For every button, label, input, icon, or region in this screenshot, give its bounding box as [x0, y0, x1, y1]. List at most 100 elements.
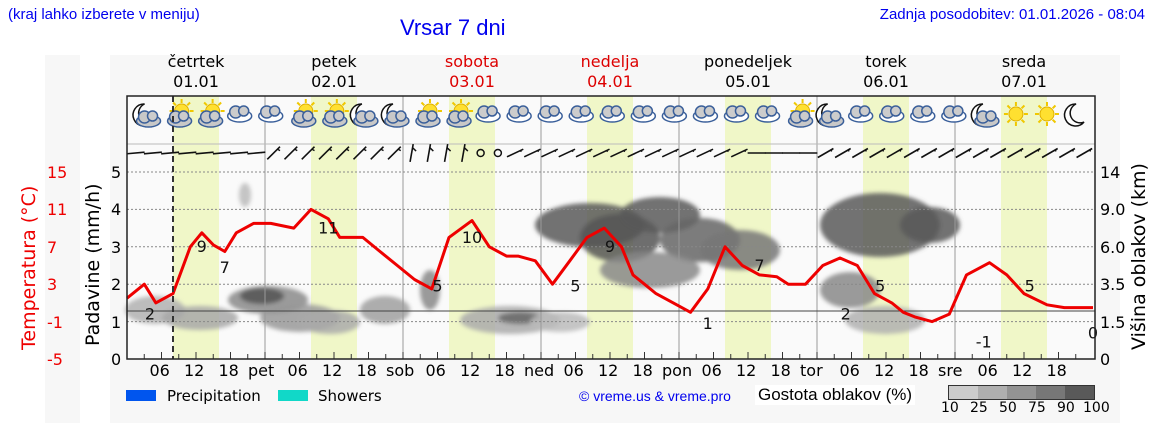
day-date: 06.01	[863, 72, 909, 91]
wind-barb-icon	[212, 151, 231, 155]
day-date: 07.01	[1001, 72, 1047, 91]
wind-barb-icon	[143, 151, 162, 155]
wind-barb-icon	[126, 151, 145, 155]
wind-barb-icon	[523, 148, 541, 158]
cloud-icon	[506, 105, 532, 123]
sun-cloud-icon	[291, 99, 318, 128]
x-tick: 12	[598, 361, 619, 380]
wind-barb-icon	[592, 148, 610, 158]
cloud-icon	[257, 105, 284, 123]
wind-barb-icon	[247, 151, 266, 155]
moon-icon	[1063, 103, 1085, 127]
sun-cloud-icon	[197, 99, 225, 128]
colorbar-tick: 90	[1057, 400, 1075, 416]
day-header-0: četrtek 01.01	[126, 52, 266, 92]
temp-extrema-label: 1	[703, 314, 713, 333]
x-tick: 18	[494, 361, 515, 380]
temp-extrema-label: 2	[841, 305, 851, 324]
precip-tick: 3	[111, 237, 122, 257]
day-header-3: nedelja 04.01	[540, 52, 680, 92]
temp-extrema-label: 5	[1025, 277, 1035, 296]
day-name: ponedeljek	[704, 52, 792, 71]
showers-legend-label: Showers	[318, 387, 382, 405]
wind-barb-icon	[989, 147, 1007, 159]
precipitation-legend-swatch	[126, 390, 156, 401]
precip-tick: 1	[111, 312, 122, 332]
temp-extrema-label: 9	[605, 237, 615, 256]
temp-extrema-label: 11	[318, 218, 338, 237]
day-date: 05.01	[725, 72, 771, 91]
precipitation-legend-label: Precipitation	[167, 387, 261, 405]
wind-barb-icon	[903, 147, 921, 159]
precip-tick: 2	[111, 275, 122, 295]
wind-barb-icon	[178, 151, 197, 155]
day-header-5: torek 06.01	[816, 52, 956, 92]
sun-cloud-icon	[446, 99, 474, 128]
colorbar-tick: 75	[1028, 400, 1046, 416]
day-header-1: petek 02.01	[264, 52, 404, 92]
day-name: četrtek	[167, 52, 225, 71]
wind-barb-icon	[920, 147, 938, 159]
moon-cloud-icon	[380, 103, 410, 128]
sun-icon	[1003, 102, 1028, 126]
wind-barb-icon	[575, 148, 593, 158]
temp-extrema-label: 2	[145, 305, 155, 324]
colorbar-tick: 50	[999, 400, 1017, 416]
wind-barb-icon	[266, 146, 281, 160]
copyright-link[interactable]: © vreme.us & vreme.pro	[579, 388, 731, 404]
x-tick: 18	[908, 361, 929, 380]
wind-barb-icon	[869, 147, 886, 159]
temp-extrema-label: 0	[1088, 323, 1098, 342]
wind-barb-icon	[713, 148, 731, 158]
wind-barb-icon	[972, 147, 990, 159]
colorbar-swatch	[1007, 386, 1036, 399]
day-date: 02.01	[311, 72, 357, 91]
cloud-height-tick: 3.5	[1100, 275, 1126, 295]
wind-barb-icon	[370, 146, 385, 160]
x-tick: 12	[184, 361, 205, 380]
location-hint: (kraj lahko izberete v meniju)	[8, 6, 200, 23]
temp-tick: 7	[47, 237, 58, 257]
plot-frame	[126, 95, 1096, 360]
x-tick: sre	[938, 361, 963, 380]
wind-barb-icon	[661, 148, 679, 158]
wind-barb-icon	[352, 146, 367, 160]
wind-barb-icon	[1041, 147, 1059, 159]
temp-tick: 15	[47, 163, 68, 182]
temp-extrema-label: 10	[462, 228, 482, 247]
day-header-6: sreda 07.01	[954, 52, 1094, 92]
wind-barb-icon	[476, 148, 485, 158]
cloud-density-ticks: 10 25 50 75 90 100	[940, 400, 1110, 418]
temp-extrema-label: 7	[754, 256, 764, 275]
wind-barb-icon	[1076, 147, 1093, 159]
wind-barb-icon	[696, 148, 714, 158]
cloud-density-label: Gostota oblakov (%)	[755, 385, 916, 405]
showers-legend-swatch	[278, 390, 308, 401]
temp-extrema-label: 5	[875, 277, 885, 296]
wind-barb-icon	[679, 148, 697, 158]
wind-barb-icon	[817, 147, 834, 159]
x-tick: 12	[874, 361, 895, 380]
cloud-icon	[941, 105, 967, 123]
temp-extrema-label: 7	[220, 258, 230, 277]
cloud-icon	[723, 105, 750, 123]
x-tick: 18	[218, 361, 239, 380]
cloud-icon	[661, 105, 688, 123]
x-tick: 12	[736, 361, 757, 380]
cloud-icon	[878, 105, 905, 123]
wind-barb-icon	[627, 148, 645, 158]
x-tick: 06	[149, 361, 170, 380]
x-tick: 06	[287, 361, 308, 380]
temp-extrema-label: -1	[976, 333, 992, 352]
wind-barb-icon	[1007, 147, 1024, 159]
temp-extrema-label: 9	[197, 237, 207, 256]
wind-barb-icon	[443, 143, 452, 163]
temp-extrema-label: 5	[570, 277, 580, 296]
cloud-density-colorbar	[948, 385, 1095, 400]
sun-cloud-icon	[322, 99, 349, 128]
cloud-icon	[226, 105, 253, 123]
wind-barb-icon	[644, 148, 662, 158]
x-tick: 06	[425, 361, 446, 380]
x-tick: sob	[386, 361, 415, 380]
wind-barb-icon	[318, 146, 333, 160]
